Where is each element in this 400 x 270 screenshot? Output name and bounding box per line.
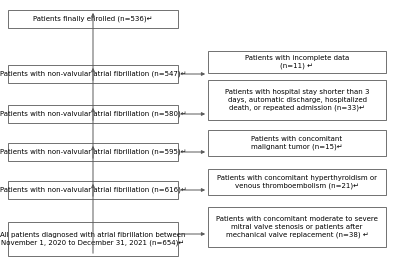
Bar [208,130,386,156]
Bar [208,80,386,120]
Text: Patients with non-valvular atrial fibrillation (n=580)↵: Patients with non-valvular atrial fibril… [0,111,186,117]
Text: Patients with concomitant moderate to severe
mitral valve stenosis or patients a: Patients with concomitant moderate to se… [216,216,378,238]
Text: Patients with incomplete data
(n=11) ↵: Patients with incomplete data (n=11) ↵ [245,55,349,69]
Bar [8,10,178,28]
Bar [8,143,178,161]
Text: Patients with non-valvular atrial fibrillation (n=616)↵: Patients with non-valvular atrial fibril… [0,187,186,193]
Bar [8,105,178,123]
Bar [208,207,386,247]
Text: Patients finally enrolled (n=536)↵: Patients finally enrolled (n=536)↵ [33,16,153,22]
Text: All patients diagnosed with atrial fibrillation between
November 1, 2020 to Dece: All patients diagnosed with atrial fibri… [0,232,186,246]
Bar [208,51,386,73]
Text: Patients with hospital stay shorter than 3
days, automatic discharge, hospitaliz: Patients with hospital stay shorter than… [225,89,369,111]
Bar [8,65,178,83]
Text: Patients with concomitant
malignant tumor (n=15)↵: Patients with concomitant malignant tumo… [251,136,343,150]
Text: Patients with non-valvular atrial fibrillation (n=595)↵: Patients with non-valvular atrial fibril… [0,149,186,155]
Text: Patients with concomitant hyperthyroidism or
venous thromboembolism (n=21)↵: Patients with concomitant hyperthyroidis… [217,175,377,189]
Bar [8,222,178,256]
Text: Patients with non-valvular atrial fibrillation (n=547)↵: Patients with non-valvular atrial fibril… [0,71,186,77]
Bar [8,181,178,199]
Bar [208,169,386,195]
